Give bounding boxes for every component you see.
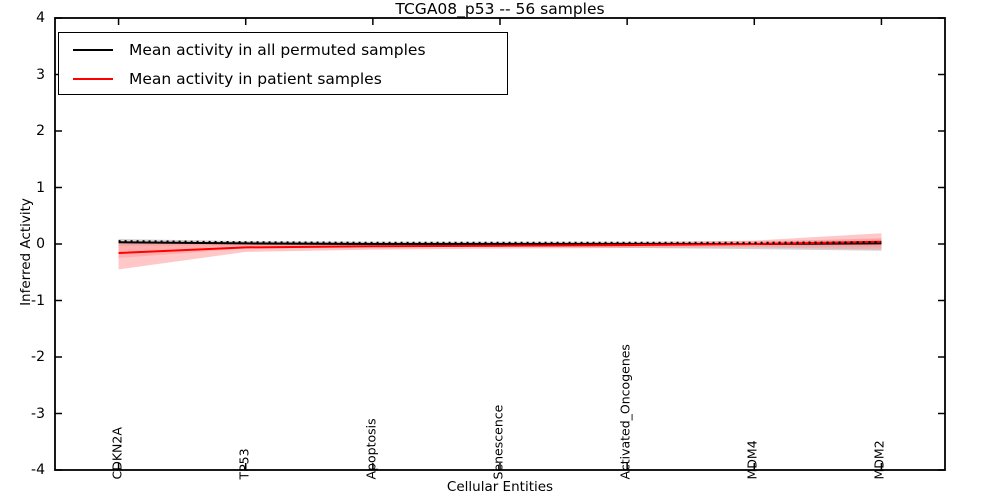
y-tick-label: -1 xyxy=(31,292,45,309)
legend-label-permuted: Mean activity in all permuted samples xyxy=(129,41,426,59)
legend-line-swatch-permuted xyxy=(73,49,113,51)
legend-entry: Mean activity in patient samples xyxy=(59,64,507,94)
x-axis-label: Cellular Entities xyxy=(446,479,554,495)
y-tick-label: 1 xyxy=(36,179,45,196)
legend-label-patient: Mean activity in patient samples xyxy=(129,70,382,88)
chart-title: TCGA08_p53 -- 56 samples xyxy=(395,0,605,18)
y-tick-label: 3 xyxy=(36,66,45,83)
x-tick-label: MDM4 xyxy=(744,440,760,480)
series-lines xyxy=(118,240,882,255)
x-tick-label: Senescence xyxy=(490,404,506,480)
x-tick-label: Apoptosis xyxy=(363,418,379,480)
y-tick-label: 0 xyxy=(36,236,45,252)
legend-line-swatch-patient xyxy=(73,78,113,80)
legend: Mean activity in all permuted samples Me… xyxy=(58,32,508,95)
y-tick-label: -4 xyxy=(31,462,45,478)
x-tick-label: MDM2 xyxy=(871,440,887,480)
x-tick-label: TP53 xyxy=(236,448,252,480)
x-tick-label: CDKN2A xyxy=(109,427,125,480)
plot-frame xyxy=(54,17,946,471)
y-tick-label: 2 xyxy=(36,123,45,139)
legend-entry: Mean activity in all permuted samples xyxy=(59,35,507,65)
y-tick-label: 4 xyxy=(36,10,45,26)
confidence-bands xyxy=(118,233,882,270)
y-tick-label: -2 xyxy=(31,349,45,365)
y-tick-label: -3 xyxy=(31,405,45,422)
x-tick-label: Activated_Oncogenes xyxy=(617,344,633,480)
axis-tick-marks xyxy=(55,17,945,471)
